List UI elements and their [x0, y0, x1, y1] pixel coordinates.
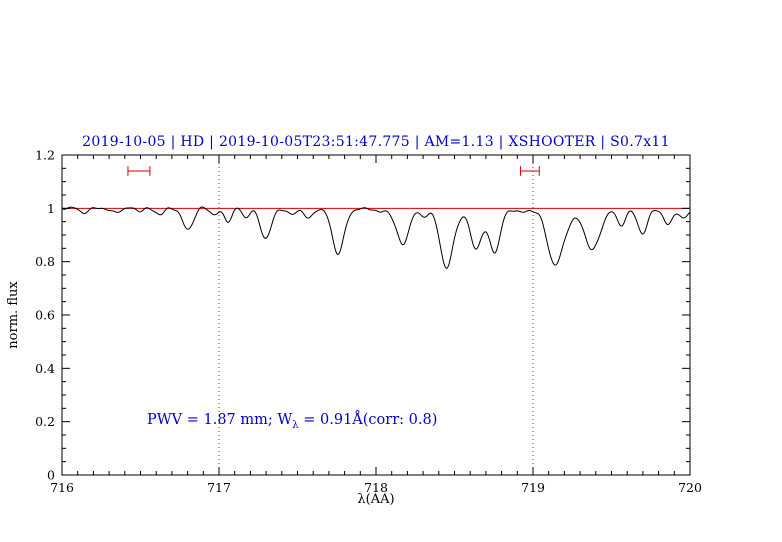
- plot-contents: 716 717 718 719 720 0 0.2 0.4 0.6 0.8 1 1.2: [35, 148, 702, 496]
- y-tick-label: 1: [47, 201, 55, 216]
- x-tick-label: 718: [364, 480, 388, 495]
- y-tick-label: 0: [47, 468, 55, 483]
- y-tick-label: 0.8: [35, 254, 55, 269]
- y-tick-label: 1.2: [35, 148, 55, 163]
- pwv-annotation-sub: λ: [292, 419, 299, 431]
- pwv-annotation-suffix: = 0.91Å(corr: 0.8): [298, 412, 438, 428]
- x-tick-label: 719: [521, 480, 545, 495]
- y-tick-label: 0.6: [35, 308, 55, 323]
- x-tick-label: 717: [207, 480, 231, 495]
- y-tick-label: 0.4: [35, 361, 55, 376]
- x-tick-label: 716: [50, 480, 74, 495]
- y-axis-label: norm. flux: [6, 281, 21, 349]
- x-tick-label: 720: [678, 480, 702, 495]
- pwv-annotation-prefix: PWV = 1.87 mm; W: [147, 412, 293, 428]
- plot-frame: [61, 154, 691, 476]
- pwv-annotation: PWV = 1.87 mm; Wλ = 0.91Å(corr: 0.8): [147, 412, 437, 431]
- x-axis-label: λ(AA): [357, 492, 394, 507]
- y-tick-label: 0.2: [35, 414, 55, 429]
- plot-title: 2019-10-05 | HD | 2019-10-05T23:51:47.77…: [82, 134, 670, 150]
- spectrum-path: [61, 206, 691, 269]
